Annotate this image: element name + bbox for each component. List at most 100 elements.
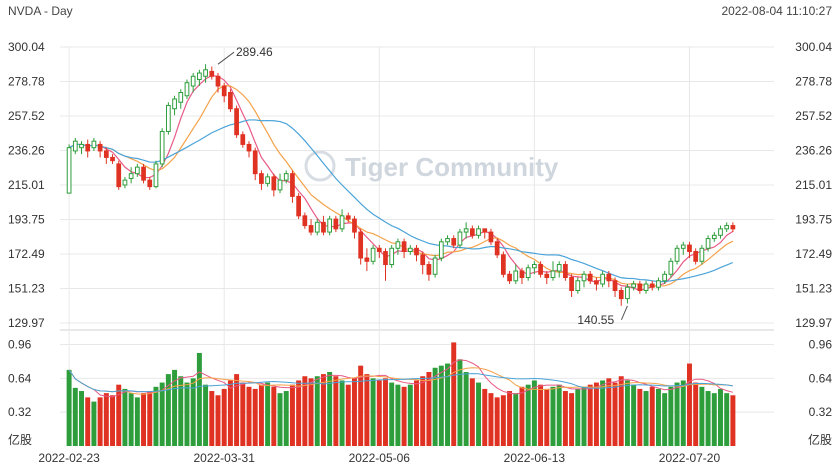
watermark-text: Tiger Community bbox=[345, 152, 559, 182]
volume-bar bbox=[718, 388, 723, 446]
candle-body bbox=[91, 140, 97, 149]
candle-body bbox=[625, 286, 630, 300]
candle-body bbox=[414, 247, 419, 256]
volume-bar bbox=[265, 382, 271, 446]
candle bbox=[730, 222, 736, 233]
candle-body bbox=[345, 215, 351, 220]
candle bbox=[345, 212, 351, 223]
volume-bar bbox=[550, 386, 556, 446]
candle-body bbox=[711, 234, 717, 240]
candle-body bbox=[606, 273, 612, 282]
volume-bar bbox=[153, 386, 159, 446]
x-tick: 2022-05-06 bbox=[349, 451, 411, 465]
candle-body bbox=[600, 273, 605, 285]
candle bbox=[91, 137, 97, 151]
volume-bar bbox=[234, 374, 240, 446]
volume-bar bbox=[494, 397, 500, 446]
volume-bar bbox=[283, 391, 289, 446]
candle bbox=[705, 235, 711, 252]
candle-body bbox=[283, 173, 289, 181]
candle-body bbox=[259, 173, 264, 184]
volume-tick-left: 0.96 bbox=[8, 338, 32, 352]
candle bbox=[97, 141, 103, 158]
x-tick: 2022-06-13 bbox=[504, 451, 566, 465]
candle-body bbox=[563, 264, 568, 279]
volume-bar bbox=[531, 380, 537, 446]
candle bbox=[587, 271, 593, 285]
candle bbox=[699, 245, 705, 265]
candle-body bbox=[172, 98, 177, 110]
volume-bar bbox=[277, 393, 283, 446]
candle-body bbox=[693, 251, 699, 262]
volume-bar bbox=[469, 378, 475, 446]
candle bbox=[556, 261, 562, 278]
candle bbox=[376, 245, 382, 259]
candle-body bbox=[141, 166, 146, 181]
annotation-leader bbox=[217, 51, 235, 65]
annotation-leader bbox=[620, 305, 628, 321]
candle bbox=[414, 245, 419, 262]
volume-bar bbox=[562, 391, 568, 446]
volume-bar bbox=[302, 376, 308, 446]
candle-body bbox=[395, 241, 401, 249]
volume-bar bbox=[407, 384, 413, 446]
volume-bar bbox=[668, 386, 674, 446]
candle bbox=[234, 105, 239, 138]
candle bbox=[110, 154, 115, 164]
y-tick-right: 278.78 bbox=[795, 75, 832, 89]
candle bbox=[209, 66, 215, 80]
candle bbox=[271, 173, 277, 197]
candle-body bbox=[544, 273, 550, 279]
candle-body bbox=[252, 150, 258, 175]
volume-bar bbox=[612, 382, 618, 446]
candle-body bbox=[457, 231, 463, 246]
candle bbox=[625, 284, 630, 304]
candle bbox=[190, 73, 196, 93]
candle bbox=[302, 212, 308, 229]
volume-bar bbox=[370, 378, 376, 446]
candle-body bbox=[451, 238, 457, 246]
volume-bar bbox=[724, 393, 730, 446]
candle bbox=[339, 209, 345, 233]
candle bbox=[166, 102, 171, 135]
candle-body bbox=[532, 264, 537, 269]
candle bbox=[352, 215, 357, 239]
candle bbox=[401, 238, 407, 259]
volume-bar bbox=[271, 386, 277, 446]
candle-body bbox=[327, 218, 333, 233]
volume-bar bbox=[693, 382, 699, 446]
y-tick-right: 193.75 bbox=[795, 212, 832, 226]
volume-bar bbox=[606, 378, 612, 446]
volume-bar bbox=[339, 380, 345, 446]
candle-body bbox=[556, 264, 562, 272]
candle bbox=[203, 64, 208, 83]
volume-bar bbox=[438, 365, 444, 446]
volume-bar bbox=[351, 378, 357, 446]
watermark: Tiger Community bbox=[304, 150, 559, 182]
candle bbox=[79, 141, 84, 155]
candle-body bbox=[66, 147, 72, 194]
volume-bar bbox=[246, 386, 252, 446]
candle-body bbox=[488, 231, 494, 243]
candle-body bbox=[184, 82, 190, 97]
candle bbox=[308, 219, 314, 236]
candle bbox=[172, 95, 177, 116]
volume-bar bbox=[227, 380, 233, 446]
volume-bar bbox=[345, 384, 351, 446]
candle bbox=[532, 261, 537, 275]
volume-bar bbox=[488, 393, 494, 446]
candle-body bbox=[72, 140, 78, 152]
volume-bar bbox=[103, 393, 109, 446]
volume-bar bbox=[66, 369, 72, 446]
candle bbox=[383, 248, 388, 281]
candle bbox=[463, 222, 469, 239]
volume-bar bbox=[482, 388, 488, 446]
volume-bar bbox=[662, 393, 668, 446]
volume-bar bbox=[699, 386, 705, 446]
candle-body bbox=[376, 247, 382, 253]
candle bbox=[718, 225, 723, 239]
candle-body bbox=[432, 257, 438, 275]
candle bbox=[215, 73, 221, 93]
candle bbox=[711, 232, 717, 242]
candle-body bbox=[110, 156, 115, 162]
